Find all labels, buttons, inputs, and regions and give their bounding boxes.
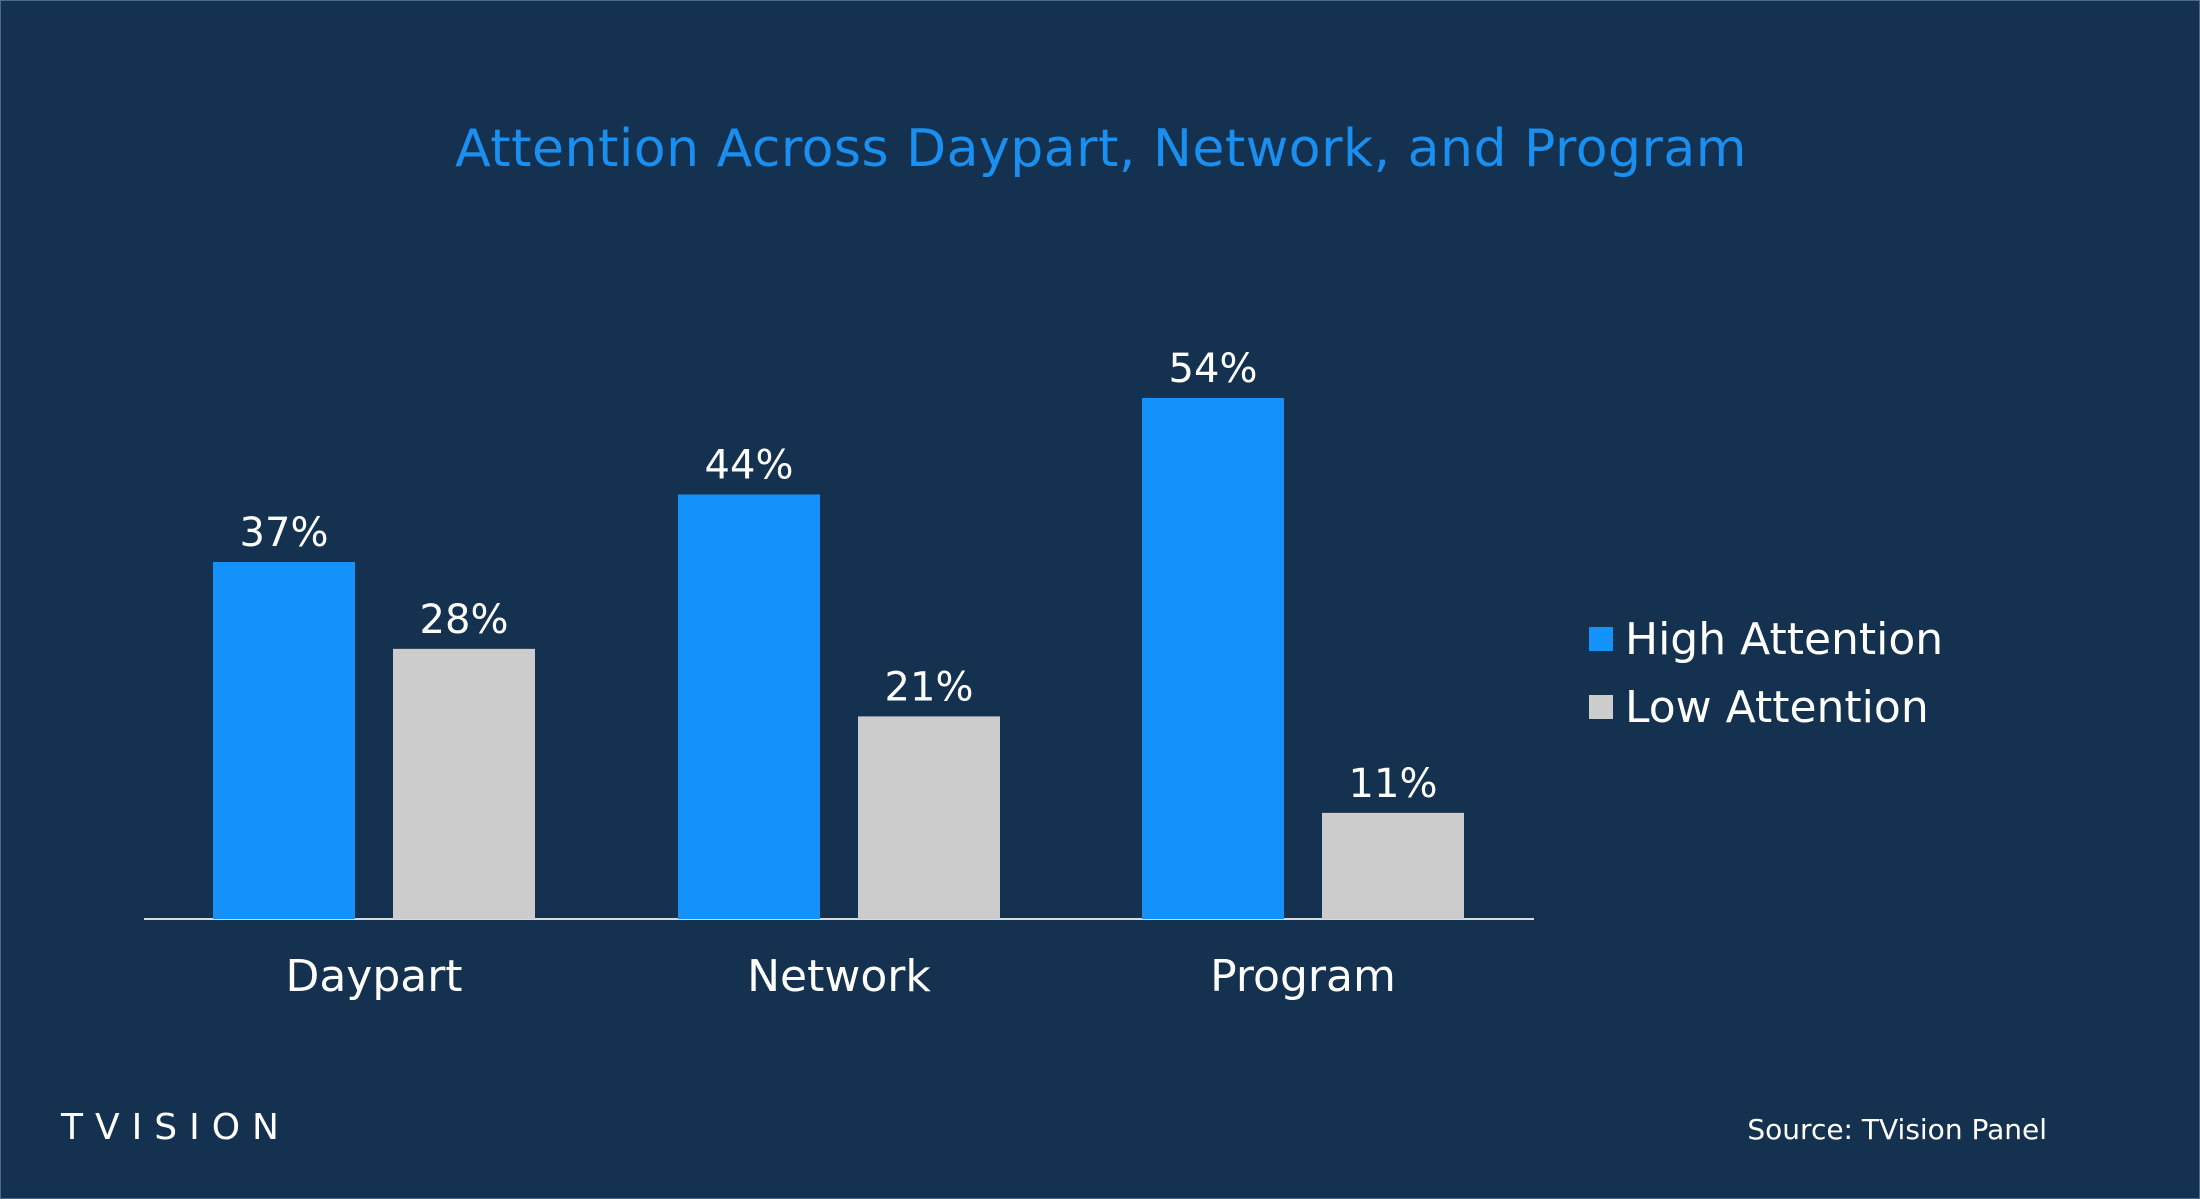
chart-title: Attention Across Daypart, Network, and P… (455, 119, 1747, 179)
category-label-daypart: Daypart (285, 951, 462, 1002)
bar-high-daypart (213, 562, 355, 919)
legend-swatch-high (1589, 627, 1613, 651)
logo-text: TVISION (61, 1107, 291, 1148)
data-label-low-daypart: 28% (420, 597, 509, 643)
data-label-high-network: 44% (705, 442, 794, 488)
bar-low-daypart (393, 648, 535, 919)
bar-high-network (678, 494, 820, 919)
category-label-network: Network (747, 951, 931, 1002)
bar-low-program (1322, 812, 1464, 919)
data-label-high-program: 54% (1169, 346, 1258, 392)
category-label-program: Program (1210, 951, 1396, 1002)
source-note: Source: TVision Panel (1747, 1113, 2047, 1146)
legend-swatch-low (1589, 695, 1613, 719)
data-label-high-daypart: 37% (240, 510, 329, 556)
legend-label-low: Low Attention (1625, 681, 1929, 733)
bar-high-program (1142, 398, 1284, 919)
legend-label-high: High Attention (1625, 613, 1944, 665)
legend: High Attention Low Attention (1589, 605, 1943, 741)
legend-item-high: High Attention (1589, 605, 1943, 673)
tvision-logo: TVISION (61, 1107, 291, 1148)
legend-item-low: Low Attention (1589, 673, 1943, 741)
data-label-low-program: 11% (1349, 761, 1438, 807)
data-label-low-network: 21% (885, 664, 974, 710)
bar-low-network (858, 716, 1000, 919)
